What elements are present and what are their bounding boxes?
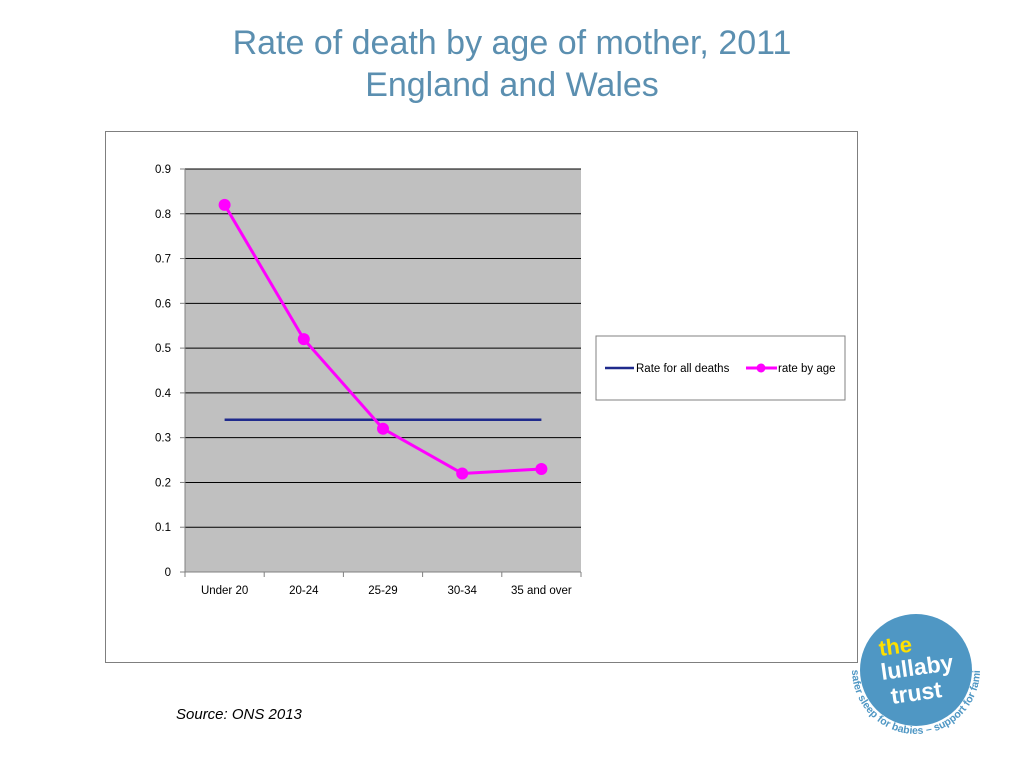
x-tick-label: 25-29: [368, 585, 397, 597]
y-tick-label: 0.3: [155, 433, 171, 445]
line-chart: 0 0.1 0.2 0.3 0.4 0.5 0.6 0.7 0.8 0.9 Under 20 20-…: [155, 164, 846, 597]
title-line-1: Rate of death by age of mother, 2011: [232, 24, 792, 62]
y-tick-label: 0.7: [155, 254, 171, 266]
y-tick-label: 0.5: [155, 343, 171, 355]
y-tick-label: 0.6: [155, 298, 171, 310]
legend-label-rate-all: Rate for all deaths: [636, 363, 730, 375]
gridlines: [185, 168, 581, 528]
y-tick-labels: 0 0.1 0.2 0.3 0.4 0.5 0.6 0.7 0.8 0.9: [155, 164, 185, 579]
y-tick-label: 0.4: [155, 388, 172, 400]
source-note: Source: ONS 2013: [176, 706, 302, 723]
legend-marker-rate-by-age: [756, 363, 766, 373]
data-point: [377, 422, 389, 435]
data-point: [535, 463, 548, 476]
data-point: [456, 467, 469, 480]
x-tick-label: 20-24: [289, 585, 319, 597]
y-tick-label: 0.1: [155, 522, 171, 534]
x-tick-label: Under 20: [201, 585, 248, 597]
page-title: Rate of death by age of mother, 2011 Eng…: [0, 22, 1024, 106]
series-group: [218, 198, 548, 480]
y-tick-label: 0: [165, 567, 171, 579]
data-point: [297, 333, 310, 346]
data-point: [218, 198, 231, 211]
y-tick-label: 0.8: [155, 209, 171, 221]
y-tick-label: 0.9: [155, 164, 171, 176]
title-line-2: England and Wales: [365, 66, 659, 104]
plot-area: [185, 169, 581, 572]
x-tick-label: 35 and over: [511, 585, 572, 597]
logo-circle: [860, 614, 972, 726]
chart-frame: 0 0.1 0.2 0.3 0.4 0.5 0.6 0.7 0.8 0.9 Under 20 20-…: [105, 131, 858, 663]
logo-word-the: the: [877, 632, 913, 661]
legend: Rate for all deaths rate by age: [595, 335, 846, 401]
x-tick-label: 30-34: [447, 585, 477, 597]
legend-box: [595, 335, 846, 401]
lullaby-trust-logo: the lullaby trust safer sleep for babies…: [844, 600, 983, 737]
legend-label-rate-by-age: rate by age: [778, 363, 836, 375]
axes: [184, 169, 581, 573]
y-tick-label: 0.2: [155, 477, 171, 489]
x-tick-labels: Under 20 20-24 25-29 30-34 35 and over: [184, 572, 582, 597]
